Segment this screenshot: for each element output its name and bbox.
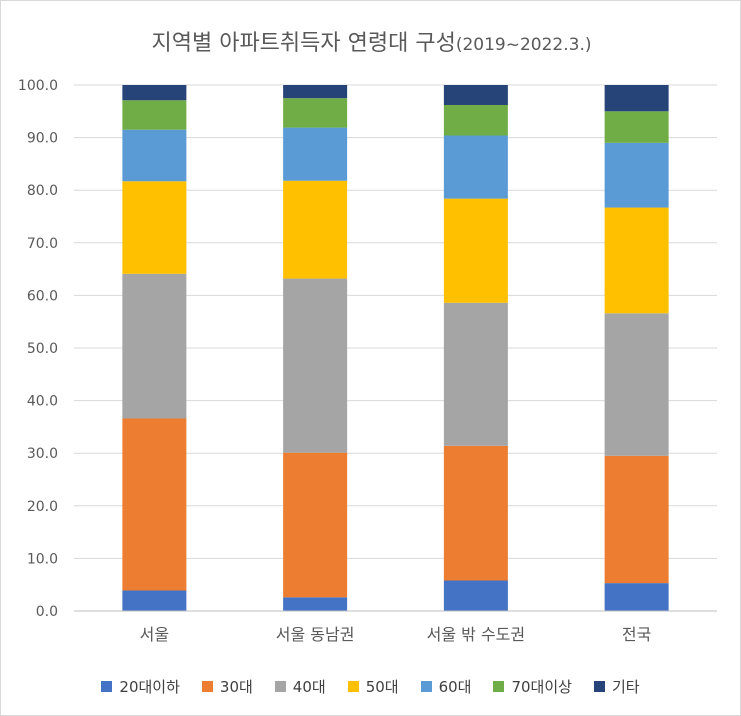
bar-segment [122, 590, 187, 611]
legend-item: 50대 [347, 676, 399, 697]
bar-segment [604, 85, 669, 112]
bar-segment [283, 452, 348, 598]
y-tick-label: 90.0 [27, 131, 58, 147]
chart-title: 지역별 아파트취득자 연령대 구성(2019~2022.3.) [1, 25, 741, 57]
bar-segment [443, 302, 508, 446]
legend-item: 70대이상 [493, 676, 572, 697]
bar-segment [604, 583, 669, 611]
legend-swatch [101, 681, 113, 692]
bar-segment [443, 135, 508, 199]
x-category-label: 전국 [622, 625, 651, 644]
y-tick-label: 20.0 [27, 499, 58, 515]
bar-segment [443, 85, 508, 105]
bar-segment [604, 455, 669, 584]
y-tick-label: 50.0 [27, 341, 58, 357]
legend-label: 20대이하 [119, 678, 180, 696]
legend-swatch [420, 681, 432, 692]
y-tick-label: 70.0 [27, 236, 58, 252]
legend-label: 40대 [292, 678, 326, 696]
bar-segment [122, 100, 187, 130]
bar-segment [122, 181, 187, 274]
bar-segment [604, 207, 669, 314]
bar-segment [283, 278, 348, 453]
bar-segment [283, 597, 348, 611]
legend-item: 40대 [274, 676, 326, 697]
legend-item: 20대이하 [101, 676, 180, 697]
y-tick-label: 40.0 [27, 394, 58, 410]
bar-segment [122, 85, 187, 101]
y-tick-label: 10.0 [27, 551, 58, 567]
x-category-label: 서울 밖 수도권 [427, 625, 526, 644]
y-tick-label: 100.0 [18, 78, 58, 94]
y-tick-label: 0.0 [36, 604, 58, 620]
y-tick-label: 60.0 [27, 288, 58, 304]
legend-item: 60대 [420, 676, 472, 697]
bar-segment [283, 180, 348, 279]
bar-segment [122, 418, 187, 591]
legend-swatch [493, 681, 505, 692]
legend-item: 기타 [593, 676, 640, 697]
legend-swatch [593, 681, 605, 692]
bar-segment [283, 127, 348, 181]
bar-segment [443, 198, 508, 303]
legend-swatch [347, 681, 359, 692]
x-category-label: 서울 [140, 625, 169, 644]
bar-segment [604, 142, 669, 208]
bar-segment [283, 98, 348, 128]
legend-label: 50대 [365, 678, 399, 696]
legend-label: 60대 [438, 678, 472, 696]
bar-segment [122, 273, 187, 419]
legend-swatch [274, 681, 286, 692]
x-category-label: 서울 동남권 [276, 625, 355, 644]
bar-segment [443, 445, 508, 581]
y-tick-label: 30.0 [27, 446, 58, 462]
bar-segment [122, 129, 187, 182]
bar-segment [604, 313, 669, 456]
legend-label: 70대이상 [511, 678, 572, 696]
chart-title-main: 지역별 아파트취득자 연령대 구성 [151, 31, 456, 56]
y-tick-label: 80.0 [27, 183, 58, 199]
bar-segment [604, 111, 669, 143]
legend-item: 30대 [201, 676, 253, 697]
bar-segment [443, 580, 508, 611]
bar-segment [443, 104, 508, 136]
chart-legend: 20대이하 30대 40대 50대 60대 70대이상 기타 [0, 676, 741, 697]
bar-segment [283, 85, 348, 99]
legend-label: 30대 [219, 678, 253, 696]
legend-label: 기타 [611, 678, 640, 696]
legend-swatch [201, 681, 213, 692]
chart-title-period: (2019~2022.3.) [455, 35, 592, 55]
